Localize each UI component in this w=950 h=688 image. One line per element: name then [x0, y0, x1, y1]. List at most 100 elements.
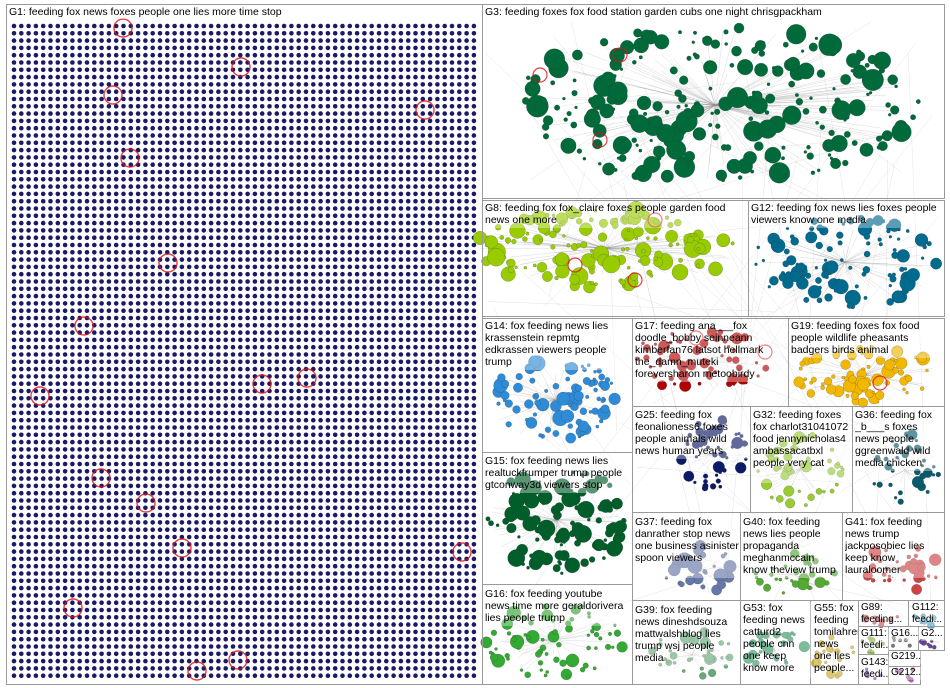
node — [398, 425, 404, 430]
node — [384, 454, 389, 460]
node — [238, 31, 243, 36]
node — [165, 483, 170, 489]
node — [303, 403, 309, 408]
node — [113, 301, 119, 306]
node — [332, 315, 338, 321]
node — [113, 512, 119, 518]
node — [354, 483, 360, 489]
node — [332, 352, 338, 357]
node — [384, 520, 389, 525]
node — [172, 169, 177, 175]
node — [186, 476, 192, 481]
node — [267, 213, 272, 219]
node — [267, 279, 272, 284]
node — [40, 330, 46, 335]
node — [318, 228, 323, 233]
node — [427, 31, 433, 36]
node — [99, 542, 104, 547]
node — [92, 60, 97, 65]
node — [267, 527, 272, 532]
node — [128, 104, 134, 109]
node — [442, 417, 448, 423]
node — [398, 483, 404, 489]
node — [165, 67, 170, 73]
node — [216, 67, 221, 73]
node — [19, 118, 24, 124]
node — [143, 250, 148, 255]
node — [427, 242, 433, 248]
node — [405, 279, 411, 284]
node — [128, 330, 134, 335]
node — [471, 82, 477, 87]
node — [457, 301, 462, 306]
node — [435, 118, 440, 124]
node — [413, 308, 418, 314]
node — [405, 228, 411, 233]
node — [216, 381, 221, 387]
node — [413, 118, 418, 124]
node — [267, 133, 272, 138]
node — [354, 169, 360, 175]
node — [150, 439, 155, 445]
node — [238, 67, 243, 73]
node — [303, 571, 309, 576]
node — [143, 410, 148, 416]
node — [172, 125, 177, 131]
node — [208, 461, 214, 467]
node — [113, 250, 119, 255]
node — [238, 352, 243, 357]
node — [311, 527, 316, 532]
node — [332, 520, 338, 525]
node — [55, 111, 61, 116]
node — [121, 542, 126, 547]
node — [318, 140, 323, 146]
node — [354, 111, 360, 116]
node — [311, 228, 316, 233]
node — [435, 89, 440, 94]
node — [143, 140, 148, 146]
node — [398, 257, 404, 262]
node — [318, 293, 323, 299]
node — [289, 74, 294, 80]
node — [150, 60, 155, 65]
node — [92, 191, 97, 197]
node — [245, 439, 250, 445]
node — [435, 315, 440, 321]
node — [143, 308, 148, 314]
node — [420, 279, 426, 284]
node — [340, 315, 345, 321]
node — [113, 235, 119, 240]
node — [449, 432, 455, 438]
node — [413, 476, 418, 481]
node — [435, 308, 440, 314]
node — [289, 96, 294, 102]
node — [311, 323, 316, 328]
node — [208, 454, 214, 460]
node — [289, 198, 294, 204]
node — [267, 118, 272, 124]
node — [332, 45, 338, 51]
node — [194, 388, 199, 394]
node — [413, 169, 418, 175]
node — [405, 118, 411, 124]
node — [223, 23, 228, 29]
node — [113, 454, 119, 460]
node — [442, 271, 448, 277]
node — [362, 206, 367, 211]
node — [121, 38, 126, 43]
node — [471, 52, 477, 58]
node — [19, 235, 24, 240]
node — [62, 512, 68, 518]
node — [471, 323, 477, 328]
node — [376, 133, 382, 138]
node — [303, 96, 309, 102]
node — [194, 490, 199, 496]
node — [362, 162, 367, 167]
node — [303, 381, 309, 387]
node — [252, 323, 258, 328]
node — [11, 527, 17, 532]
node — [150, 206, 155, 211]
node — [420, 352, 426, 357]
node — [99, 330, 104, 335]
node — [33, 60, 39, 65]
